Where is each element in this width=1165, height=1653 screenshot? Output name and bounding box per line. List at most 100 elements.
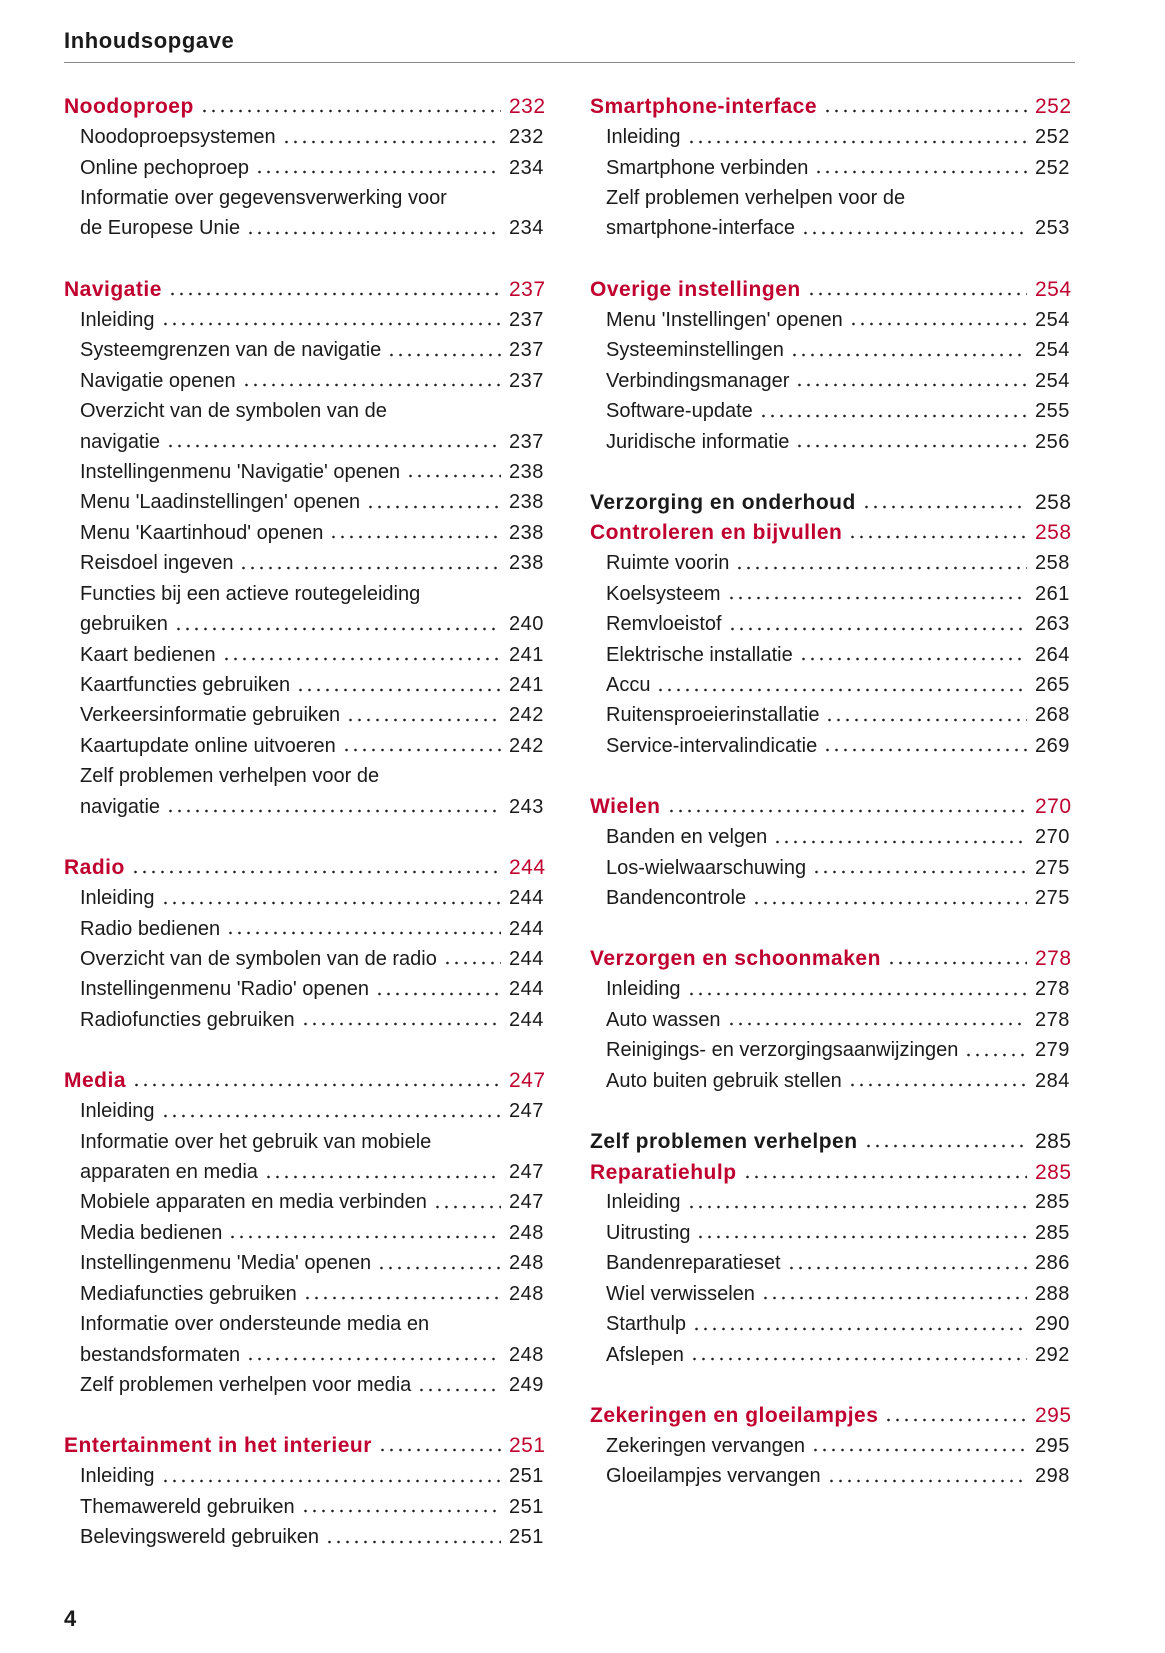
toc-row: Controleren en bijvullen 258	[590, 518, 1075, 548]
entry-text: smartphone-interface	[606, 217, 795, 240]
entry-page: 254	[1035, 369, 1070, 392]
dot-leader	[735, 565, 1027, 570]
toc-row: Ruitensproeierinstallatie 268	[590, 701, 1075, 731]
entry-page: 241	[509, 674, 544, 697]
entry-text: Bandencontrole	[606, 887, 747, 910]
entry-page: 261	[1035, 582, 1070, 605]
entry-page: 295	[1035, 1434, 1070, 1457]
entry-page: 278	[1035, 1008, 1070, 1031]
toc-row: Menu 'Instellingen' openen 254	[590, 305, 1075, 335]
dot-leader	[789, 352, 1027, 357]
group-gap	[590, 244, 1075, 274]
toc-row: Service-intervalindicatie 269	[590, 731, 1075, 761]
entry-text: Navigatie openen	[80, 369, 236, 392]
dot-leader	[246, 1357, 501, 1362]
entry-text: navigatie	[80, 795, 161, 818]
dot-leader	[239, 565, 501, 570]
dot-leader	[325, 1539, 501, 1544]
dot-leader	[826, 1478, 1027, 1483]
dot-leader	[686, 139, 1027, 144]
toc-row: Kaart bedienen 241	[64, 640, 549, 670]
entry-page: 290	[1035, 1313, 1070, 1336]
entry-text: Instellingenmenu 'Radio' openen	[80, 978, 369, 1001]
toc-row: Menu 'Laadinstellingen' openen 238	[64, 488, 549, 518]
toc-row: Smartphone verbinden 252	[590, 153, 1075, 183]
dot-leader	[863, 1144, 1027, 1149]
entry-page: 252	[1035, 156, 1070, 179]
dot-leader	[221, 657, 501, 662]
entry-page: 269	[1035, 734, 1070, 757]
entry-text: Online pechoproep	[80, 156, 250, 179]
toc-row: Media bedienen 248	[64, 1218, 549, 1248]
toc-row: smartphone-interface 253	[590, 214, 1075, 244]
entry-text: navigatie	[80, 430, 161, 453]
page-number: 4	[64, 1606, 77, 1631]
toc-row: Starthulp 290	[590, 1310, 1075, 1340]
dot-leader	[861, 504, 1027, 509]
entry-text: Instellingenmenu 'Media' openen	[80, 1252, 372, 1275]
entry-page: 238	[509, 460, 544, 483]
entry-page: 284	[1035, 1069, 1070, 1092]
toc-row: Zelf problemen verhelpen voor de	[590, 183, 1075, 213]
dot-leader	[727, 626, 1027, 631]
entry-text: Menu 'Instellingen' openen	[606, 308, 843, 331]
dot-leader	[300, 1509, 501, 1514]
dot-leader	[374, 991, 501, 996]
dot-leader	[377, 1448, 501, 1453]
dot-leader	[226, 931, 501, 936]
entry-page: 237	[509, 339, 544, 362]
toc-row: Verbindingsmanager 254	[590, 366, 1075, 396]
toc-row: Zelf problemen verhelpen voor media 249	[64, 1370, 549, 1400]
group-gap	[590, 914, 1075, 944]
entry-page: 234	[509, 217, 544, 240]
toc-row: Ruimte voorin 258	[590, 549, 1075, 579]
entry-page: 237	[509, 430, 544, 453]
entry-page: 244	[509, 856, 546, 880]
entry-page: 256	[1035, 430, 1070, 453]
entry-page: 238	[509, 521, 544, 544]
entry-page: 242	[509, 734, 544, 757]
entry-text: Themawereld gebruiken	[80, 1495, 295, 1518]
entry-text: Remvloeistof	[606, 613, 722, 636]
entry-text: Media bedienen	[80, 1221, 223, 1244]
dot-leader	[417, 1387, 501, 1392]
toc-row: Banden en velgen 270	[590, 823, 1075, 853]
toc-row: Menu 'Kaartinhoud' openen 238	[64, 518, 549, 548]
toc-row: Noodoproep 232	[64, 92, 549, 122]
entry-page: 278	[1035, 978, 1070, 1001]
entry-page: 248	[509, 1252, 544, 1275]
toc-row: Bandenreparatieset 286	[590, 1249, 1075, 1279]
entry-text: Menu 'Kaartinhoud' openen	[80, 521, 324, 544]
dot-leader	[686, 1204, 1027, 1209]
entry-text: Informatie over ondersteunde media en	[80, 1313, 430, 1336]
entry-text: Inleiding	[80, 308, 155, 331]
entry-text: Ruimte voorin	[606, 552, 730, 575]
entry-text: Zelf problemen verhelpen voor de	[80, 765, 380, 788]
dot-leader	[795, 383, 1027, 388]
entry-page: 247	[509, 1191, 544, 1214]
entry-text: Inleiding	[80, 1100, 155, 1123]
dot-leader	[742, 1174, 1027, 1179]
group-gap	[590, 1096, 1075, 1126]
toc-row: Navigatie openen 237	[64, 366, 549, 396]
entry-page: 232	[509, 126, 544, 149]
toc-row: Radio bedienen 244	[64, 914, 549, 944]
group-gap	[590, 762, 1075, 792]
toc-row: Reparatiehulp 285	[590, 1157, 1075, 1187]
entry-page: 244	[509, 887, 544, 910]
toc-row: Uitrusting 285	[590, 1218, 1075, 1248]
entry-page: 292	[1035, 1343, 1070, 1366]
entry-text: Informatie over gegevensverwerking voor	[80, 187, 447, 210]
entry-page: 275	[1035, 887, 1070, 910]
dot-leader	[130, 870, 501, 875]
entry-page: 234	[509, 156, 544, 179]
entry-page: 237	[509, 277, 546, 301]
toc-row: Informatie over ondersteunde media en	[64, 1310, 549, 1340]
toc-row: Reinigings- en verzorgingsaanwijzingen 27…	[590, 1036, 1075, 1066]
entry-page: 258	[1035, 552, 1070, 575]
toc-row: Overzicht van de symbolen van de radio 24…	[64, 944, 549, 974]
dot-leader	[656, 687, 1027, 692]
entry-text: Verkeersinformatie gebruiken	[80, 704, 341, 727]
entry-text: Verzorging en onderhoud	[590, 490, 856, 514]
entry-text: apparaten en media	[80, 1161, 258, 1184]
